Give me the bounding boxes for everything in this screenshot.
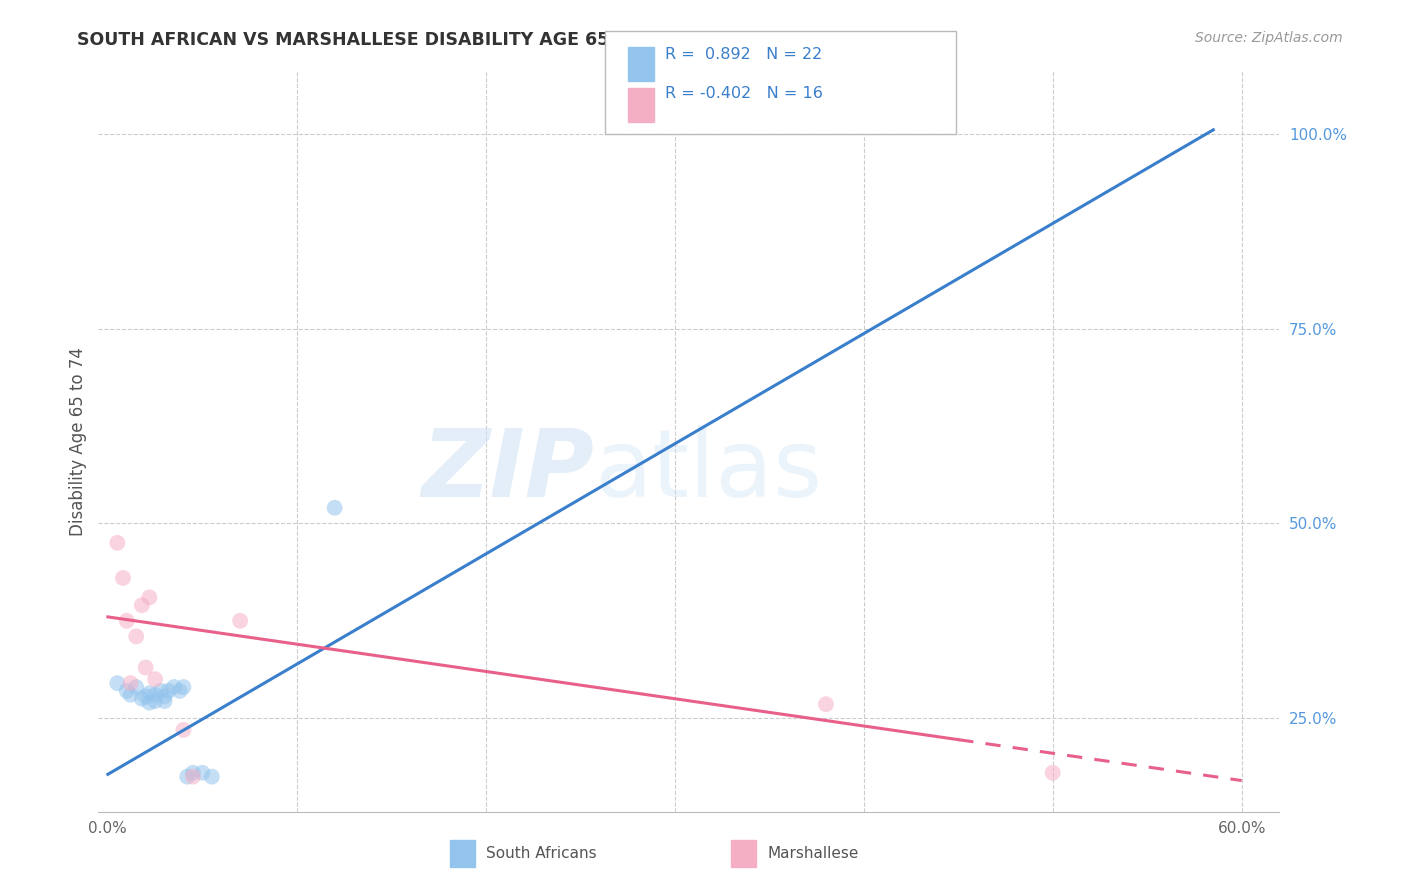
Text: Marshallese: Marshallese — [768, 846, 859, 861]
Point — [138, 591, 160, 605]
Point — [143, 672, 166, 686]
Point — [153, 694, 176, 708]
Point — [163, 680, 186, 694]
Point — [115, 684, 138, 698]
Point — [814, 697, 837, 711]
Point — [105, 676, 128, 690]
Point — [131, 598, 153, 612]
Point — [323, 500, 346, 515]
Point — [115, 614, 138, 628]
Point — [138, 696, 160, 710]
Point — [120, 688, 142, 702]
Point — [229, 614, 252, 628]
Point — [153, 690, 176, 704]
Point — [143, 694, 166, 708]
Point — [157, 684, 180, 698]
Point — [135, 690, 157, 704]
Text: South Africans: South Africans — [486, 846, 598, 861]
Point — [135, 660, 157, 674]
Point — [143, 688, 166, 702]
Point — [125, 680, 148, 694]
Point — [125, 629, 148, 643]
Point — [111, 571, 134, 585]
Point — [120, 676, 142, 690]
Point — [181, 765, 204, 780]
Text: Source: ZipAtlas.com: Source: ZipAtlas.com — [1195, 31, 1343, 45]
Point — [105, 536, 128, 550]
Point — [201, 770, 224, 784]
Text: SOUTH AFRICAN VS MARSHALLESE DISABILITY AGE 65 TO 74 CORRELATION CHART: SOUTH AFRICAN VS MARSHALLESE DISABILITY … — [77, 31, 887, 49]
Text: R =  0.892   N = 22: R = 0.892 N = 22 — [665, 47, 823, 62]
Point — [149, 684, 172, 698]
Point — [138, 686, 160, 700]
Point — [176, 770, 198, 784]
Point — [172, 723, 194, 737]
Text: atlas: atlas — [595, 425, 823, 517]
Point — [181, 770, 204, 784]
Point — [191, 765, 214, 780]
Point — [172, 680, 194, 694]
Point — [131, 691, 153, 706]
Text: ZIP: ZIP — [422, 425, 595, 517]
Y-axis label: Disability Age 65 to 74: Disability Age 65 to 74 — [69, 347, 87, 536]
Point — [169, 684, 191, 698]
Text: R = -0.402   N = 16: R = -0.402 N = 16 — [665, 87, 823, 102]
Point — [1042, 765, 1064, 780]
